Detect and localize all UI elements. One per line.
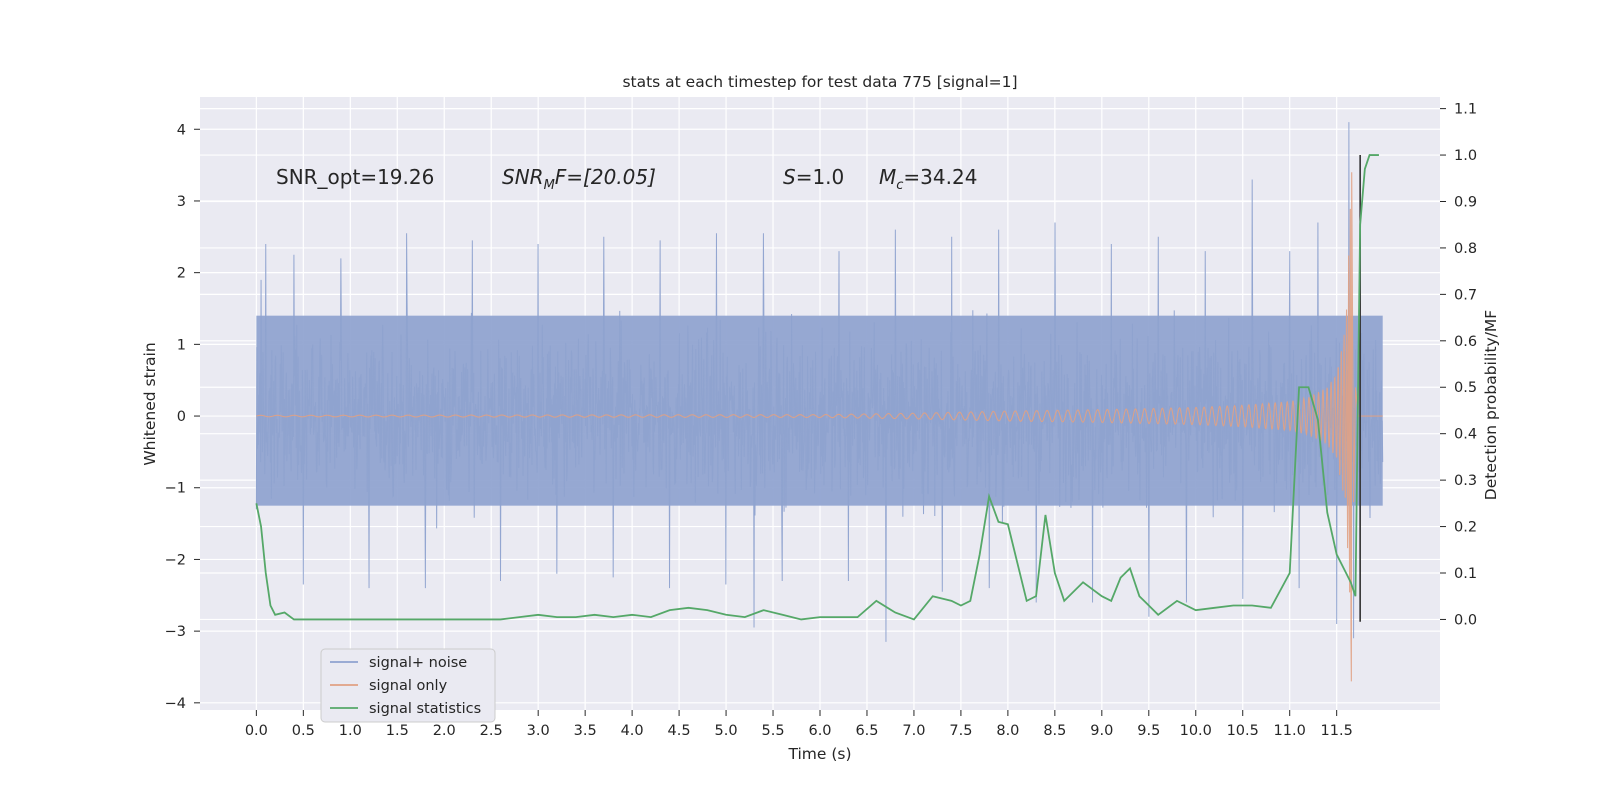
series-layer (255, 122, 1384, 682)
x-tick-label: 5.0 (715, 723, 738, 739)
series-signal-noise (255, 122, 1384, 642)
x-tick-label: 8.0 (996, 723, 1019, 739)
x-axis-label: Time (s) (787, 745, 851, 763)
x-tick-label: 3.0 (527, 723, 550, 739)
chart-title: stats at each timestep for test data 775… (622, 73, 1017, 91)
x-tick-label: 1.0 (339, 723, 362, 739)
s-symbol: S (783, 165, 796, 189)
x-tick-label: 6.5 (855, 723, 878, 739)
y-right-tick-label: 0.6 (1454, 334, 1477, 350)
x-tick-label: 5.5 (761, 723, 784, 739)
x-tick-label: 9.5 (1137, 723, 1160, 739)
y-tick-label: 1 (177, 337, 186, 353)
snr-mf-main: SNR (502, 165, 544, 189)
x-tick-label: 6.0 (808, 723, 831, 739)
x-tick-label: 11.0 (1274, 723, 1306, 739)
snr-mf-f: F=[20.05] (555, 165, 656, 189)
x-tick-label: 2.5 (480, 723, 503, 739)
y-tick-label: −4 (165, 696, 186, 712)
left-axis: 4 3 2 1 0 −1 −2 −3 −4 (165, 122, 200, 712)
y-right-tick-label: 0.7 (1454, 287, 1477, 303)
x-tick-label: 1.5 (386, 723, 409, 739)
y-right-tick-label: 0.3 (1454, 473, 1477, 489)
x-tick-label: 10.0 (1180, 723, 1212, 739)
y-tick-label: 0 (177, 409, 186, 425)
y-tick-label: −1 (165, 481, 186, 497)
y-right-tick-label: 0.9 (1454, 194, 1477, 210)
x-tick-label: 4.5 (668, 723, 691, 739)
y-tick-label: 4 (177, 122, 186, 138)
y-tick-label: −2 (165, 552, 186, 568)
mc-value: =34.24 (903, 165, 977, 189)
y-axis-right-label: Detection probability/MF (1482, 310, 1500, 501)
y-right-tick-label: 0.0 (1454, 612, 1477, 628)
legend-label-signal-only: signal only (369, 678, 448, 694)
x-tick-label: 0.5 (292, 723, 315, 739)
x-tick-label: 8.5 (1043, 723, 1066, 739)
x-tick-label: 7.0 (902, 723, 925, 739)
y-tick-label: 3 (177, 194, 186, 210)
legend-label-signal-noise: signal+ noise (369, 655, 467, 671)
annotations: SNR_opt=19.26 SNRMF=[20.05] S=1.0 Mc=34.… (276, 165, 977, 193)
mc-sub: c (896, 178, 903, 193)
y-right-tick-label: 0.5 (1454, 380, 1477, 396)
mc-symbol: M (879, 165, 896, 189)
y-right-tick-label: 0.4 (1454, 427, 1477, 443)
x-tick-label: 11.5 (1321, 723, 1353, 739)
x-tick-label: 7.5 (949, 723, 972, 739)
x-tick-label: 2.0 (433, 723, 456, 739)
series-signal-statistics (255, 154, 1379, 621)
legend-box (320, 648, 496, 723)
series-signal-only (256, 172, 1383, 682)
s-value: =1.0 (796, 165, 845, 189)
y-right-tick-label: 0.8 (1454, 241, 1477, 257)
y-tick-label: −3 (165, 624, 186, 640)
annotation-snr-mf: SNRMF=[20.05] (502, 165, 656, 193)
y-axis-label: Whitened strain (141, 342, 159, 465)
snr-mf-sub: M (544, 178, 555, 193)
y-right-tick-label: 0.2 (1454, 520, 1477, 536)
x-axis: 0.0 0.5 1.0 1.5 2.0 2.5 3.0 3.5 4.0 4.5 5.0 5.5 6.0 6… (245, 710, 1353, 739)
x-tick-label: 3.5 (574, 723, 597, 739)
legend: signal+ noise signal only signal statist… (320, 648, 496, 723)
legend-label-signal-statistics: signal statistics (369, 701, 481, 717)
y-right-tick-label: 0.1 (1454, 566, 1477, 582)
y-right-tick-label: 1.0 (1454, 148, 1477, 164)
right-axis: 1.1 1.0 0.9 0.8 0.7 0.6 0.5 0.4 0.3 0.2 0.1 0.0 (1440, 102, 1477, 628)
x-tick-label: 4.0 (621, 723, 644, 739)
annotation-snr-opt: SNR_opt=19.26 (276, 165, 434, 189)
x-tick-label: 10.5 (1227, 723, 1259, 739)
annotation-s: S=1.0 (783, 165, 844, 189)
annotation-mc: Mc=34.24 (879, 165, 977, 193)
x-tick-label: 0.0 (245, 723, 268, 739)
y-tick-label: 2 (177, 266, 186, 282)
y-right-tick-label: 1.1 (1454, 102, 1477, 118)
x-tick-label: 9.0 (1090, 723, 1113, 739)
